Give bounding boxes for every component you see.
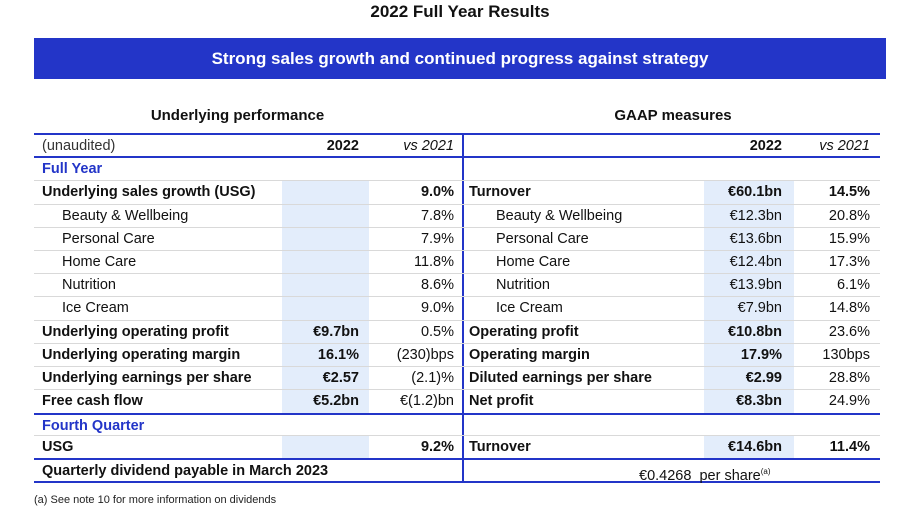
- right-metric-value: €12.3bn: [704, 204, 794, 228]
- left-metric-value: [282, 274, 369, 298]
- left-metric-change: 8.6%: [420, 277, 454, 294]
- footnote: (a) See note 10 for more information on …: [34, 494, 277, 506]
- group-label-full-year: Full Year: [42, 161, 103, 178]
- left-metric-value: [282, 181, 369, 205]
- left-metric-label: Free cash flow: [42, 393, 143, 410]
- left-metric-change: €(1.2)bn: [399, 393, 454, 410]
- right-metric-value: €8.3bn: [704, 390, 794, 414]
- right-metric-change: 20.8%: [828, 207, 870, 224]
- table-row: Underlying operating profit €9.7bn 0.5% Ope…: [34, 320, 880, 344]
- left-metric-value: 16.1%: [282, 343, 369, 367]
- right-metric-value: 17.9%: [704, 343, 794, 367]
- left-metric-label: Underlying earnings per share: [42, 369, 252, 386]
- left-year-header: 2022: [326, 138, 359, 154]
- q4-right-label: Turnover: [469, 439, 531, 456]
- section-title-underlying: Underlying performance: [150, 107, 325, 124]
- right-year-header: 2022: [749, 138, 782, 154]
- q4-left-value: [282, 436, 369, 458]
- table-row: Home Care 11.8% Home Care €12.4bn 17.3%: [34, 250, 880, 275]
- right-metric-value: €7.9bn: [704, 297, 794, 321]
- table-row: Beauty & Wellbeing 7.8% Beauty & Wellbeing…: [34, 204, 880, 228]
- table-row-q4: USG 9.2% Turnover €14.6bn 11.4%: [34, 436, 880, 460]
- right-metric-value: €13.6bn: [704, 227, 794, 251]
- right-metric-value: €60.1bn: [704, 181, 794, 205]
- dividend-value: €0.4268 per share(a): [464, 460, 880, 484]
- right-metric-change: 14.8%: [828, 300, 870, 317]
- right-metric-change: 6.1%: [836, 277, 870, 294]
- left-metric-label: Home Care: [62, 253, 137, 270]
- table-row: Nutrition 8.6% Nutrition €13.9bn 6.1%: [34, 274, 880, 298]
- right-metric-change: 17.3%: [828, 253, 870, 270]
- page-title: 2022 Full Year Results: [370, 2, 550, 21]
- left-metric-change: 7.8%: [420, 207, 454, 224]
- dividend-amount: €0.4268 per share: [639, 467, 761, 484]
- right-metric-value: €10.8bn: [704, 320, 794, 344]
- left-metric-label: Underlying operating profit: [42, 323, 229, 340]
- right-metric-label: Personal Care: [496, 230, 589, 247]
- table-row: Underlying sales growth (USG) 9.0% Turnove…: [34, 181, 880, 205]
- left-metric-value: [282, 297, 369, 321]
- right-vs-header: vs 2021: [819, 138, 870, 154]
- right-metric-label: Turnover: [469, 184, 531, 201]
- left-metric-change: 9.0%: [420, 300, 454, 317]
- table-row: Free cash flow €5.2bn €(1.2)bn Net profit €8…: [34, 390, 880, 414]
- right-metric-change: 14.5%: [828, 184, 870, 201]
- left-metric-value: [282, 204, 369, 228]
- right-metric-change: 28.8%: [828, 369, 870, 386]
- right-metric-label: Operating margin: [469, 346, 590, 363]
- right-metric-change: 23.6%: [828, 323, 870, 340]
- left-metric-label: Ice Cream: [62, 300, 129, 317]
- left-vs-header: vs 2021: [403, 138, 454, 154]
- right-metric-value: €12.4bn: [704, 250, 794, 275]
- left-metric-change: (2.1)%: [411, 369, 454, 386]
- right-metric-label: Diluted earnings per share: [469, 369, 652, 386]
- right-metric-label: Home Care: [496, 253, 571, 270]
- left-metric-label: Personal Care: [62, 230, 155, 247]
- right-metric-label: Nutrition: [496, 277, 550, 294]
- q4-left-label: USG: [42, 439, 74, 456]
- left-metric-change: 9.0%: [420, 184, 454, 201]
- right-metric-label: Net profit: [469, 393, 534, 410]
- q4-right-change: 11.4%: [829, 439, 870, 456]
- group-label-fourth-quarter: Fourth Quarter: [42, 418, 145, 435]
- section-title-gaap: GAAP measures: [614, 107, 732, 124]
- left-metric-change: (230)bps: [396, 346, 454, 363]
- results-table: (unaudited) 2022 vs 2021 2022 vs 2021 Fu…: [34, 133, 880, 484]
- table-row: Underlying earnings per share €2.57 (2.1)%…: [34, 366, 880, 391]
- right-metric-label: Beauty & Wellbeing: [496, 207, 623, 224]
- left-metric-label: Underlying sales growth (USG): [42, 184, 256, 201]
- right-metric-label: Ice Cream: [496, 300, 563, 317]
- left-metric-value: €2.57: [282, 366, 369, 391]
- table-row: Ice Cream 9.0% Ice Cream €7.9bn 14.8%: [34, 297, 880, 321]
- table-header-row: (unaudited) 2022 vs 2021 2022 vs 2021: [34, 135, 880, 159]
- q4-right-value: €14.6bn: [704, 436, 794, 458]
- left-metric-change: 0.5%: [420, 323, 454, 340]
- right-metric-change: 130bps: [822, 346, 870, 363]
- table-row: Underlying operating margin 16.1% (230)bps…: [34, 343, 880, 368]
- dividend-label: Quarterly dividend payable in March 2023: [42, 462, 329, 479]
- left-metric-value: €9.7bn: [282, 320, 369, 344]
- unaudited-label: (unaudited): [42, 138, 116, 154]
- table-row: Personal Care 7.9% Personal Care €13.6bn 15.…: [34, 227, 880, 252]
- left-metric-change: 7.9%: [420, 230, 454, 247]
- dividend-note-marker: (a): [760, 466, 771, 476]
- right-header-spacer: [464, 135, 704, 156]
- right-metric-change: 15.9%: [828, 230, 870, 247]
- left-metric-label: Underlying operating margin: [42, 346, 241, 363]
- left-metric-change: 11.8%: [413, 253, 454, 270]
- right-metric-label: Operating profit: [469, 323, 579, 340]
- table-row-dividend: Quarterly dividend payable in March 2023…: [34, 459, 880, 484]
- banner-headline: Strong sales growth and continued progre…: [34, 38, 886, 79]
- right-metric-value: €2.99: [704, 366, 794, 391]
- left-metric-value: [282, 250, 369, 275]
- right-metric-change: 24.9%: [828, 393, 870, 410]
- left-metric-label: Beauty & Wellbeing: [62, 207, 189, 224]
- right-metric-value: €13.9bn: [704, 274, 794, 298]
- left-metric-value: [282, 227, 369, 251]
- group-row-full-year: Full Year: [34, 158, 880, 182]
- left-metric-value: €5.2bn: [282, 390, 369, 414]
- left-metric-label: Nutrition: [62, 277, 116, 294]
- group-row-fourth-quarter: Fourth Quarter: [34, 413, 880, 437]
- q4-left-change: 9.2%: [420, 439, 454, 456]
